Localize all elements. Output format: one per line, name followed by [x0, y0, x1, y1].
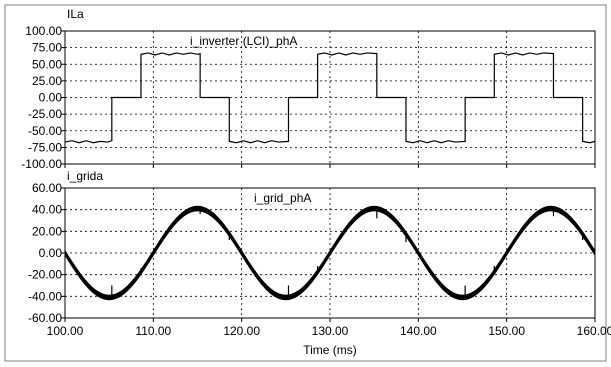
y-tick-label: 40.00	[32, 203, 62, 217]
x-tick-label: 160.00	[577, 324, 611, 338]
x-tick-label: 150.00	[488, 324, 525, 338]
y-tick-label: -60.00	[28, 311, 62, 325]
x-tick-label: 120.00	[223, 324, 260, 338]
y-tick-label: -40.00	[28, 289, 62, 303]
y-tick-label: 0.00	[39, 91, 63, 105]
panel-label-1: ILa	[67, 7, 84, 21]
y-tick-label: -100.00	[21, 157, 62, 171]
series-line-1	[64, 52, 596, 144]
x-tick-label: 130.00	[312, 324, 349, 338]
y-tick-label: 0.00	[39, 246, 63, 260]
figure-border	[4, 4, 607, 362]
series-band-2	[64, 205, 596, 301]
x-tick-label: 110.00	[135, 324, 171, 338]
panel-label-2: i_grida	[67, 169, 103, 183]
series-label-2: i_grid_phA	[254, 191, 311, 205]
x-axis-label: Time (ms)	[303, 343, 357, 357]
y-tick-label: -50.00	[28, 124, 62, 138]
y-tick-label: 60.00	[32, 181, 62, 195]
y-tick-label: 25.00	[32, 74, 62, 88]
series-label-1: i_inverter (LCI)_phA	[190, 34, 297, 48]
y-tick-label: 20.00	[32, 224, 62, 238]
y-tick-label: -25.00	[28, 107, 62, 121]
y-tick-label: 50.00	[32, 57, 62, 71]
x-tick-label: 100.00	[47, 324, 84, 338]
y-tick-label: -20.00	[28, 268, 62, 282]
y-tick-label: 100.00	[25, 24, 62, 38]
y-tick-label: -75.00	[28, 140, 62, 154]
y-tick-label: 75.00	[32, 41, 62, 55]
x-tick-label: 140.00	[400, 324, 437, 338]
